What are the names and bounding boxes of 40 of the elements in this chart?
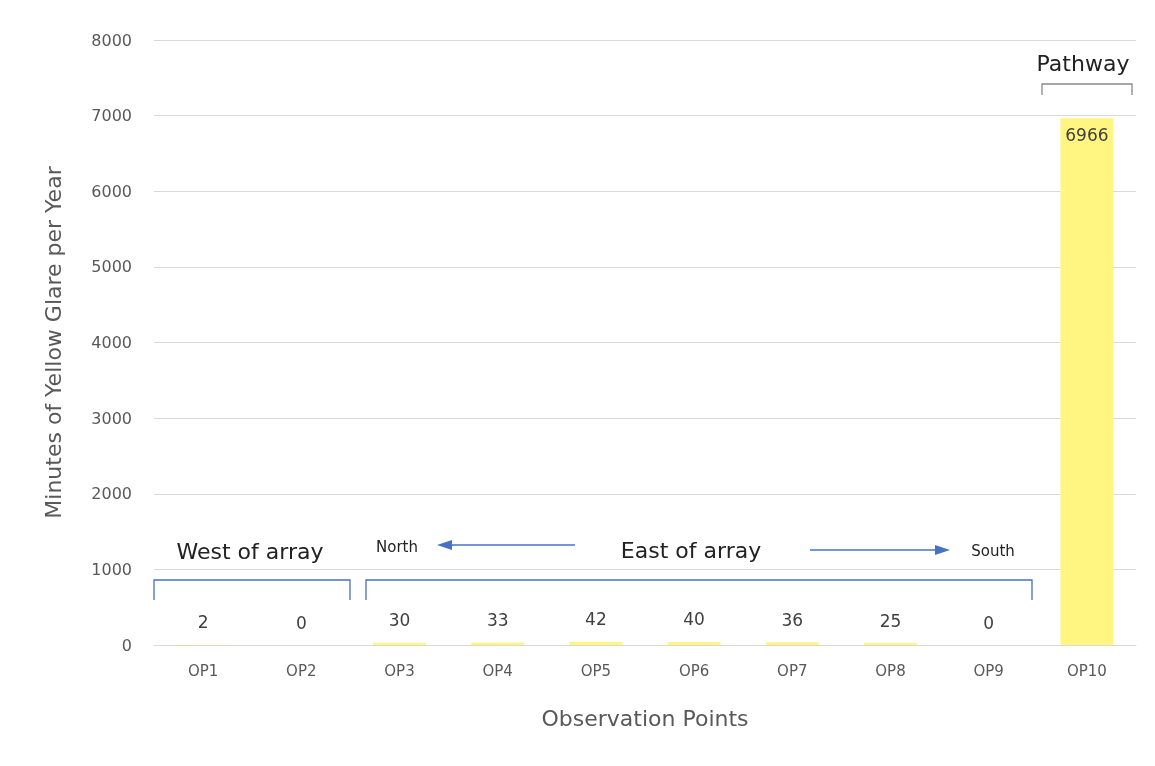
annotation: Pathway: [1036, 50, 1130, 76]
x-tick-label: OP9: [973, 661, 1004, 680]
data-label: 0: [983, 612, 995, 633]
x-tick-label: OP7: [777, 661, 808, 680]
data-label: 30: [388, 610, 411, 631]
bar: [1060, 118, 1114, 645]
x-tick-label: OP8: [875, 661, 906, 680]
x-tick-label: OP5: [580, 661, 612, 680]
annotation: East of array: [620, 537, 762, 563]
annotation: South: [971, 542, 1015, 560]
bar: [667, 641, 721, 645]
data-label: 42: [585, 609, 607, 630]
y-tick-label: 2000: [91, 484, 132, 504]
bar: [765, 642, 819, 645]
x-tick-label: OP6: [678, 661, 710, 680]
x-tick-label: OP3: [384, 661, 415, 680]
y-tick-label: 1000: [91, 559, 132, 579]
y-tick-label: 8000: [91, 30, 132, 50]
data-label: 6966: [1065, 124, 1109, 145]
x-tick-label: OP10: [1066, 661, 1107, 680]
bar: [569, 641, 623, 645]
x-tick-label: OP1: [187, 661, 219, 680]
y-tick-label: 4000: [91, 333, 132, 352]
x-tick-label: OP4: [482, 661, 513, 680]
y-tick-label: 5000: [91, 257, 132, 277]
y-tick-label: 3000: [91, 408, 132, 428]
x-axis-title: Observation Points: [541, 705, 749, 731]
data-label: 40: [683, 609, 705, 630]
annotation: West of array: [176, 538, 324, 564]
data-label: 0: [295, 612, 307, 633]
data-label: 36: [781, 609, 804, 630]
x-tick-label: OP2: [286, 661, 317, 680]
data-label: 33: [486, 610, 509, 630]
annotation: North: [376, 538, 418, 556]
y-axis-title: Minutes of Yellow Glare per Year: [40, 165, 66, 519]
data-label: 25: [879, 610, 902, 631]
y-tick-label: 6000: [91, 181, 132, 201]
y-tick-label: 0: [121, 635, 132, 655]
y-tick-label: 7000: [91, 106, 132, 126]
data-label: 2: [197, 612, 209, 633]
